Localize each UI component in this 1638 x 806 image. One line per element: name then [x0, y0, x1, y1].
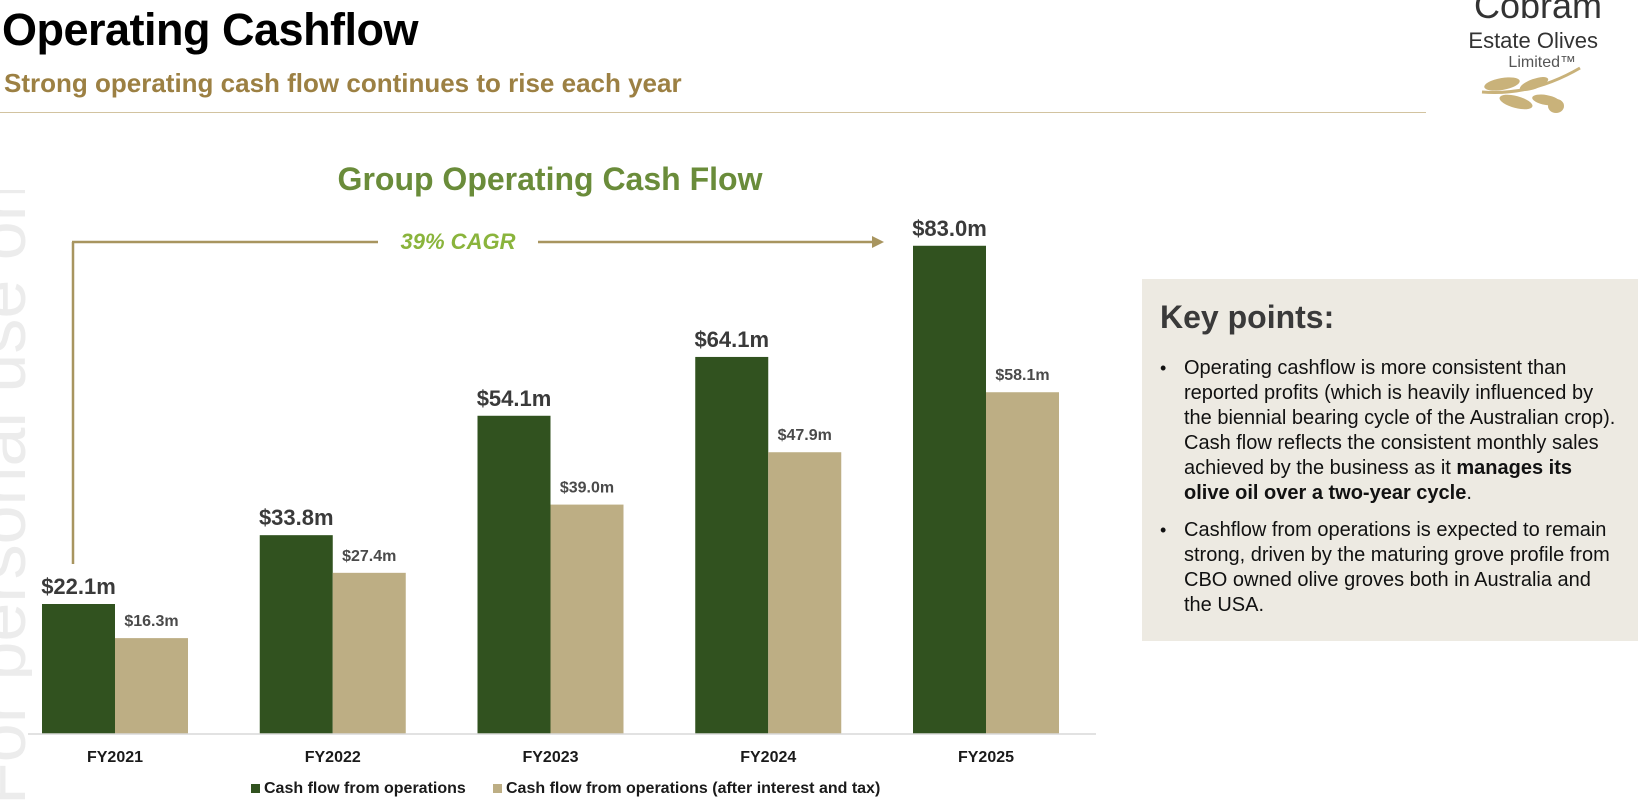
bar-fy2022-series-1 — [259, 535, 333, 734]
bar-fy2023-series-2 — [550, 504, 624, 734]
x-tick-labels: FY2021 FY2022 FY2023 FY2024 FY2025 — [87, 749, 1014, 766]
bar-fy2024-series-2 — [768, 452, 842, 734]
bar-fy2023-series-1 — [477, 415, 551, 734]
data-label-fy2023-series-1: $54.1m — [477, 386, 552, 411]
operating-cashflow-chart: Group Operating Cash Flow 39% CAGR $22.1… — [28, 161, 1096, 797]
key-points-title: Key points: — [1160, 299, 1335, 335]
key-point-text: Operating cashflow is more consistent th… — [1184, 357, 1616, 479]
chart-title: Group Operating Cash Flow — [338, 161, 763, 197]
page-subtitle: Strong operating cash flow continues to … — [4, 68, 682, 98]
data-label-fy2021-series-2: $16.3m — [124, 613, 178, 630]
logo-line-limited: Limited™ — [1508, 54, 1576, 71]
legend-label-after-interest-tax: Cash flow from operations (after interes… — [506, 780, 880, 797]
bars-group: $22.1m $16.3m $33.8m $27.4m $54.1m $39.0m $64.… — [41, 216, 1059, 734]
key-point-emphasis: manages its olive oil over a two-year cy… — [1184, 457, 1572, 504]
key-point-tail: . — [1466, 482, 1472, 504]
cagr-annotation: 39% CAGR — [71, 229, 884, 564]
bar-fy2025-series-2 — [986, 392, 1059, 734]
x-tick-fy2022: FY2022 — [305, 749, 361, 766]
chart-legend: Cash flow from operations Cash flow from… — [251, 780, 880, 797]
bar-fy2022-series-2 — [332, 572, 406, 734]
legend-swatch-after-interest-tax — [493, 784, 502, 793]
logo-line-estate-olives: Estate Olives — [1468, 28, 1598, 53]
key-point-item: Operating cashflow is more consistent th… — [1160, 356, 1620, 506]
key-point-item: Cashflow from operations is expected to … — [1160, 518, 1620, 618]
legend-swatch-operations — [251, 784, 260, 793]
x-tick-fy2025: FY2025 — [958, 749, 1014, 766]
bar-fy2021-series-2 — [115, 638, 188, 734]
key-points-panel: Key points: Operating cashflow is more c… — [1142, 279, 1638, 641]
x-tick-fy2024: FY2024 — [740, 749, 796, 766]
legend-label-operations: Cash flow from operations — [264, 780, 466, 797]
key-points-list: Operating cashflow is more consistent th… — [1160, 356, 1620, 618]
data-label-fy2023-series-2: $39.0m — [560, 480, 614, 497]
data-label-fy2024-series-2: $47.9m — [778, 427, 832, 444]
data-label-fy2025-series-1: $83.0m — [912, 216, 987, 241]
bar-fy2024-series-1 — [695, 356, 769, 734]
cagr-arrow-head — [872, 236, 884, 248]
logo-line-cobram: Cobram — [1473, 0, 1602, 26]
header-divider — [0, 112, 1426, 113]
key-point-text: Cashflow from operations is expected to … — [1184, 519, 1610, 616]
x-tick-fy2021: FY2021 — [87, 749, 143, 766]
data-label-fy2024-series-1: $64.1m — [694, 327, 769, 352]
data-label-fy2022-series-1: $33.8m — [259, 505, 334, 530]
cagr-label: 39% CAGR — [401, 229, 516, 254]
data-label-fy2025-series-2: $58.1m — [995, 367, 1049, 384]
olive-branch-icon — [1481, 66, 1581, 113]
company-logo: Cobram Estate Olives Limited™ — [1440, 0, 1638, 124]
bar-fy2021-series-1 — [42, 604, 115, 734]
x-tick-fy2023: FY2023 — [522, 749, 578, 766]
data-label-fy2022-series-2: $27.4m — [342, 548, 396, 565]
bar-fy2025-series-1 — [913, 245, 986, 734]
data-label-fy2021-series-1: $22.1m — [41, 574, 116, 599]
page-title: Operating Cashflow — [2, 4, 419, 55]
